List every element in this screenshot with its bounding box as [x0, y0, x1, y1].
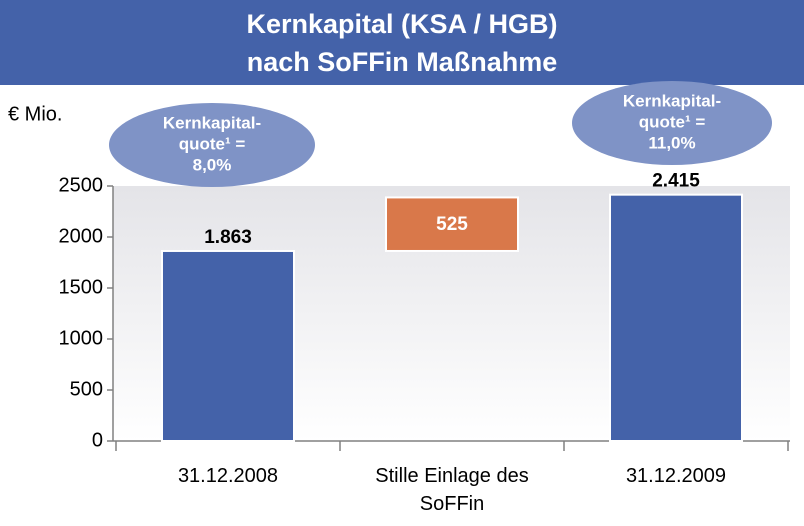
y-tick-label: 2000	[59, 225, 104, 247]
annotation-text: quote¹ =	[179, 134, 246, 153]
chart-title: nach SoFFin Maßnahme	[247, 47, 558, 77]
y-tick-label: 1000	[59, 327, 104, 349]
bar	[385, 196, 519, 252]
annotation-text: Kernkapital-	[623, 91, 721, 110]
bar	[609, 193, 743, 442]
y-tick-label: 2500	[59, 174, 104, 196]
value-label: 1.863	[204, 227, 252, 248]
annotation-text: quote¹ =	[639, 112, 706, 131]
annotation-bubble	[109, 103, 315, 187]
x-tick-label: 31.12.2008	[177, 465, 279, 487]
annotation-text: 11,0%	[648, 133, 695, 152]
annotation-text: Kernkapital-	[163, 113, 261, 132]
y-tick-label: 1500	[59, 276, 104, 298]
y-tick-label: 0	[92, 429, 103, 451]
value-label: 2.415	[652, 171, 700, 192]
x-tick-label: Stille Einlage des SoFFin	[375, 465, 529, 515]
chart-title: Kernkapital (KSA / HGB)	[246, 9, 557, 39]
annotation-bubble	[572, 81, 772, 165]
unit-label: € Mio.	[8, 103, 62, 125]
annotation-text: 8,0%	[193, 155, 232, 174]
y-tick-label: 500	[70, 378, 103, 400]
x-tick-label: 31.12.2009	[625, 465, 727, 487]
value-label: 525	[436, 214, 468, 235]
title-banner	[0, 0, 804, 85]
bar	[161, 249, 295, 442]
